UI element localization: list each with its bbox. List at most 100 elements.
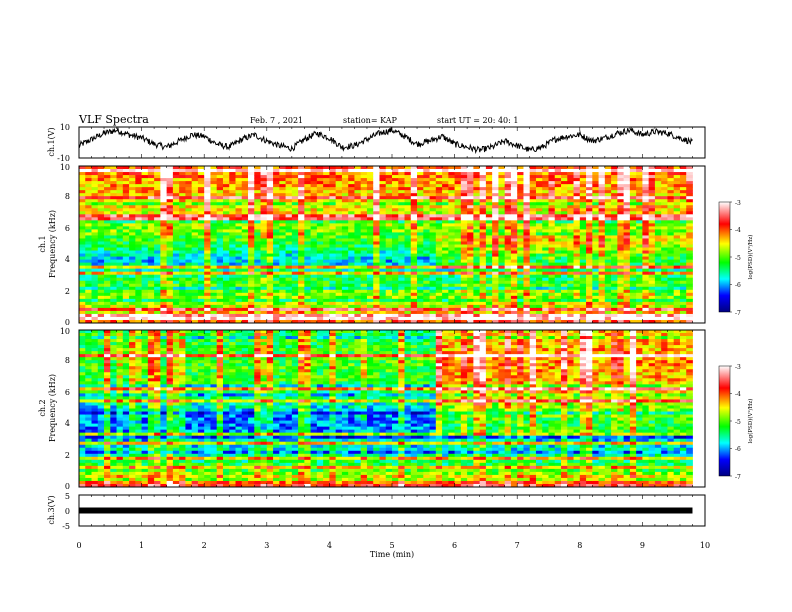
spectrogram-cell bbox=[154, 184, 161, 188]
spectrogram-cell bbox=[398, 313, 405, 318]
spectrogram-cell bbox=[216, 295, 224, 300]
spectrogram-cell bbox=[517, 181, 524, 185]
spectrogram-cell bbox=[410, 217, 418, 221]
spectrogram-cell bbox=[285, 181, 293, 185]
spectrogram-cell bbox=[485, 274, 493, 279]
spectrogram-cell bbox=[379, 280, 387, 285]
spectrogram-cell bbox=[222, 274, 230, 279]
spectrogram-cell bbox=[291, 220, 299, 224]
spectrogram-cell bbox=[273, 316, 280, 321]
spectrogram-cell bbox=[216, 289, 224, 294]
spectrogram-cell bbox=[479, 241, 487, 245]
spectrogram-cell bbox=[341, 271, 349, 276]
spectrogram-cell bbox=[210, 247, 218, 251]
spectrogram-cell bbox=[379, 235, 387, 239]
spectrogram-cell bbox=[473, 280, 481, 285]
spectrogram-cell bbox=[623, 247, 631, 251]
spectrogram-cell bbox=[373, 235, 380, 239]
spectrogram-cell bbox=[604, 262, 612, 267]
spectrogram-cell bbox=[91, 226, 99, 230]
spectrogram-cell bbox=[304, 232, 312, 236]
spectrogram-cell bbox=[260, 193, 268, 197]
spectrogram-cell bbox=[617, 166, 625, 170]
spectrogram-cell bbox=[191, 259, 199, 264]
spectrogram-cell bbox=[410, 184, 418, 188]
spectrogram-cell bbox=[79, 319, 86, 324]
spectrogram-cell bbox=[79, 268, 86, 273]
spectrogram-cell bbox=[379, 208, 387, 212]
spectrogram-cell bbox=[210, 301, 218, 306]
spectrogram-cell bbox=[310, 304, 318, 309]
spectrogram-cell bbox=[454, 271, 462, 276]
spectrogram-cell bbox=[467, 319, 474, 324]
spectrogram-cell bbox=[567, 271, 574, 276]
spectrogram-cell bbox=[648, 253, 656, 257]
spectrogram-cell bbox=[304, 295, 312, 300]
spectrogram-cell bbox=[410, 292, 418, 297]
spectrogram-cell bbox=[191, 241, 199, 245]
spectrogram-cell bbox=[360, 223, 368, 227]
spectrogram-cell bbox=[160, 169, 168, 173]
spectrogram-cell bbox=[417, 271, 424, 276]
spectrogram-cell bbox=[573, 184, 581, 188]
spectrogram-cell bbox=[373, 268, 380, 273]
spectrogram-cell bbox=[104, 217, 111, 221]
spectrogram-cell bbox=[485, 307, 493, 312]
spectrogram-cell bbox=[285, 220, 293, 224]
spectrogram-cell bbox=[191, 271, 199, 276]
spectrogram-cell bbox=[661, 277, 668, 282]
spectrogram-cell bbox=[429, 268, 437, 273]
spectrogram-cell bbox=[548, 316, 556, 321]
spectrogram-cell bbox=[561, 241, 568, 245]
spectrogram-cell bbox=[467, 256, 474, 260]
spectrogram-cell bbox=[254, 187, 261, 191]
spectrogram-cell bbox=[535, 205, 543, 209]
spectrogram-cell bbox=[116, 196, 124, 200]
spectrogram-cell bbox=[266, 304, 274, 309]
spectrogram-cell bbox=[523, 253, 531, 257]
spectrogram-cell bbox=[154, 178, 161, 182]
spectrogram-cell bbox=[467, 178, 474, 182]
spectrogram-cell bbox=[291, 268, 299, 273]
spectrogram-cell bbox=[373, 298, 380, 303]
spectrogram-cell bbox=[648, 226, 656, 230]
spectrogram-cell bbox=[448, 268, 455, 273]
spectrogram-cell bbox=[122, 169, 130, 173]
spectrogram-cell bbox=[385, 316, 393, 321]
spectrogram-cell bbox=[535, 244, 543, 248]
spectrogram-cell bbox=[172, 304, 180, 309]
spectrogram-cell bbox=[573, 235, 581, 239]
spectrogram-cell bbox=[629, 181, 637, 185]
spectrogram-cell bbox=[204, 244, 211, 248]
spectrogram-cell bbox=[586, 223, 593, 227]
spectrogram-cell bbox=[147, 202, 155, 206]
spectrogram-cell bbox=[110, 196, 117, 200]
spectrogram-cell bbox=[110, 190, 117, 194]
spectrogram-cell bbox=[235, 226, 243, 230]
spectrogram-cell bbox=[385, 256, 393, 260]
spectrogram-cell bbox=[442, 274, 449, 279]
spectrogram-cell bbox=[360, 280, 368, 285]
spectrogram-cell bbox=[636, 241, 643, 245]
spectrogram-cell bbox=[429, 259, 437, 264]
spectrogram-cell bbox=[435, 232, 443, 236]
spectrogram-cell bbox=[204, 319, 211, 324]
spectrogram-cell bbox=[611, 256, 618, 260]
spectrogram-cell bbox=[273, 313, 280, 318]
spectrogram-cell bbox=[129, 271, 136, 276]
ch1-waveform-trace bbox=[78, 127, 693, 155]
spectrogram-cell bbox=[135, 247, 142, 251]
spectrogram-cell bbox=[492, 319, 499, 324]
spectrogram-cell bbox=[473, 199, 481, 203]
spectrogram-cell bbox=[504, 223, 512, 227]
spectrogram-cell bbox=[636, 316, 643, 321]
spectrogram-cell bbox=[586, 172, 593, 176]
spectrogram-cell bbox=[611, 169, 618, 173]
spectrogram-cell bbox=[648, 223, 656, 227]
spectrogram-cell bbox=[523, 298, 531, 303]
spectrogram-cell bbox=[366, 232, 374, 236]
spectrogram-cell bbox=[598, 262, 606, 267]
spectrogram-cell bbox=[611, 289, 618, 294]
spectrogram-cell bbox=[310, 298, 318, 303]
spectrogram-cell bbox=[354, 202, 362, 206]
